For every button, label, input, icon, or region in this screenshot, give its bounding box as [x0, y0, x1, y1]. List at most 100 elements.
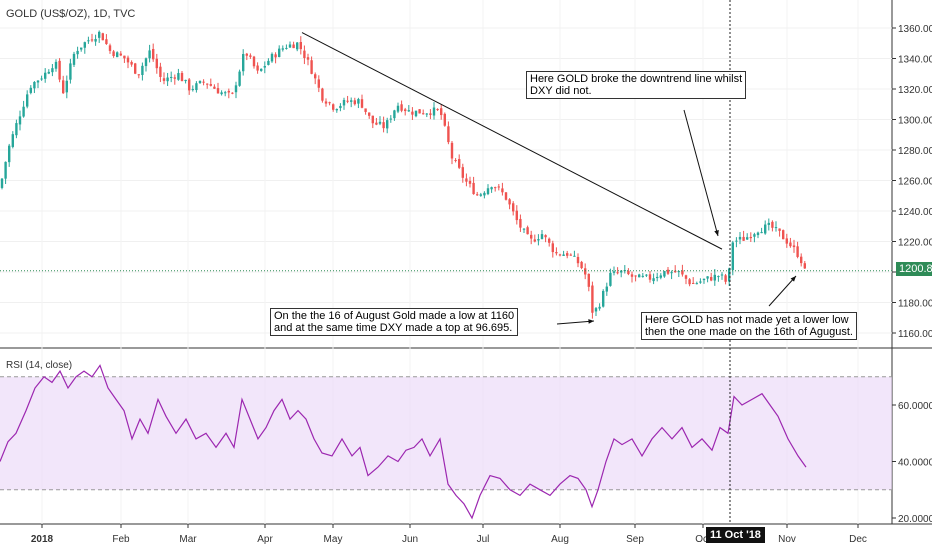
candle-body — [350, 100, 353, 102]
price-tick-label: 1280.00 — [898, 146, 932, 157]
candle-body — [746, 237, 749, 240]
candle-body — [18, 116, 22, 125]
candle-body — [544, 235, 547, 238]
candle-body — [202, 81, 205, 83]
arrow-to-recent-low-head — [790, 276, 796, 282]
candle-body — [267, 60, 270, 65]
candle-body — [425, 113, 428, 115]
candle-body — [789, 242, 792, 247]
candle-body — [116, 52, 119, 58]
candle-body — [540, 234, 544, 239]
candle-body — [396, 105, 400, 112]
candle-body — [555, 252, 558, 254]
candle-body — [512, 203, 515, 212]
candle-body — [796, 246, 799, 257]
candle-body — [760, 232, 763, 234]
candle-body — [256, 65, 259, 71]
candle-body — [209, 84, 212, 86]
candle-body — [792, 245, 796, 248]
candle-body — [324, 101, 328, 104]
candle-body — [288, 44, 292, 48]
candle-body — [756, 232, 760, 236]
candle-body — [90, 39, 94, 41]
candle-body — [573, 255, 576, 257]
candle-body — [51, 68, 54, 73]
candle-body — [656, 276, 659, 279]
candle-body — [713, 274, 716, 281]
candle-body — [231, 92, 234, 94]
annotation-no-lower-low: Here GOLD has not made yet a lower low t… — [641, 312, 857, 340]
annotation-line: then the one made on the 16th of Agugust… — [645, 326, 853, 338]
candle-body — [641, 275, 644, 277]
candle-body — [465, 178, 468, 182]
candle-body — [357, 99, 360, 104]
price-tick-label: 1160.00 — [898, 329, 932, 340]
candle-body — [587, 273, 590, 287]
candle-body — [749, 236, 752, 239]
candle-body — [137, 74, 140, 76]
candle-body — [382, 122, 385, 129]
candle-body — [620, 270, 623, 273]
month-tick-label: Aug — [551, 534, 569, 545]
candle-body — [454, 159, 457, 161]
candle-body — [548, 238, 551, 243]
candle-body — [522, 228, 526, 230]
candle-body — [119, 53, 122, 56]
candle-body — [785, 238, 788, 244]
candle-body — [742, 236, 745, 241]
candle-body — [166, 77, 169, 82]
candle-body — [483, 192, 486, 196]
candle-body — [191, 89, 194, 91]
candle-body — [216, 88, 220, 94]
rsi-tick-label: 20.0000 — [898, 514, 932, 525]
candle-body — [447, 126, 450, 143]
candle-body — [112, 51, 115, 57]
candle-body — [177, 73, 180, 80]
candle-body — [278, 48, 281, 58]
candle-body — [753, 234, 756, 237]
price-tick-label: 1240.00 — [898, 207, 932, 218]
candle-body — [11, 134, 14, 147]
candle-body — [476, 194, 479, 196]
candle-body — [245, 53, 248, 56]
candle-body — [681, 270, 684, 275]
month-tick-label: Feb — [112, 534, 130, 545]
candle-body — [378, 121, 382, 124]
last-price-tag: 1200.83 — [896, 262, 932, 276]
candle-body — [184, 79, 187, 82]
candle-body — [130, 61, 133, 65]
candle-body — [389, 118, 392, 120]
candle-body — [26, 94, 29, 107]
annotation-line: DXY did not. — [530, 85, 592, 97]
candle-body — [368, 112, 371, 116]
candle-body — [418, 109, 421, 114]
candle-body — [504, 192, 508, 200]
candle-body — [486, 188, 490, 195]
candle-body — [40, 78, 43, 80]
candle-body — [602, 290, 605, 307]
candle-body — [72, 53, 76, 65]
candle-body — [634, 275, 637, 277]
candle-body — [735, 240, 738, 242]
candle-body — [44, 72, 47, 79]
candle-body — [238, 71, 241, 86]
rsi-pane-title: RSI (14, close) — [6, 360, 73, 371]
candle-body — [720, 274, 724, 276]
candle-body — [764, 224, 767, 234]
annotation-line: and at the same time DXY made a top at 9… — [274, 322, 513, 334]
price-tick-label: 1360.00 — [898, 24, 932, 35]
annotation-august-low: On the the 16 of August Gold made a low … — [270, 308, 519, 336]
candle-body — [274, 54, 277, 58]
month-tick-label: Jul — [477, 534, 490, 545]
price-chart-title: GOLD (US$/OZ), 1D, TVC — [6, 8, 136, 20]
candle-body — [173, 77, 176, 79]
candle-body — [170, 76, 173, 78]
candle-body — [609, 272, 612, 286]
candle-body — [400, 104, 403, 111]
downtrend-line — [301, 32, 723, 250]
candle-body — [242, 54, 245, 72]
candle-body — [436, 109, 439, 111]
candle-body — [152, 48, 155, 60]
